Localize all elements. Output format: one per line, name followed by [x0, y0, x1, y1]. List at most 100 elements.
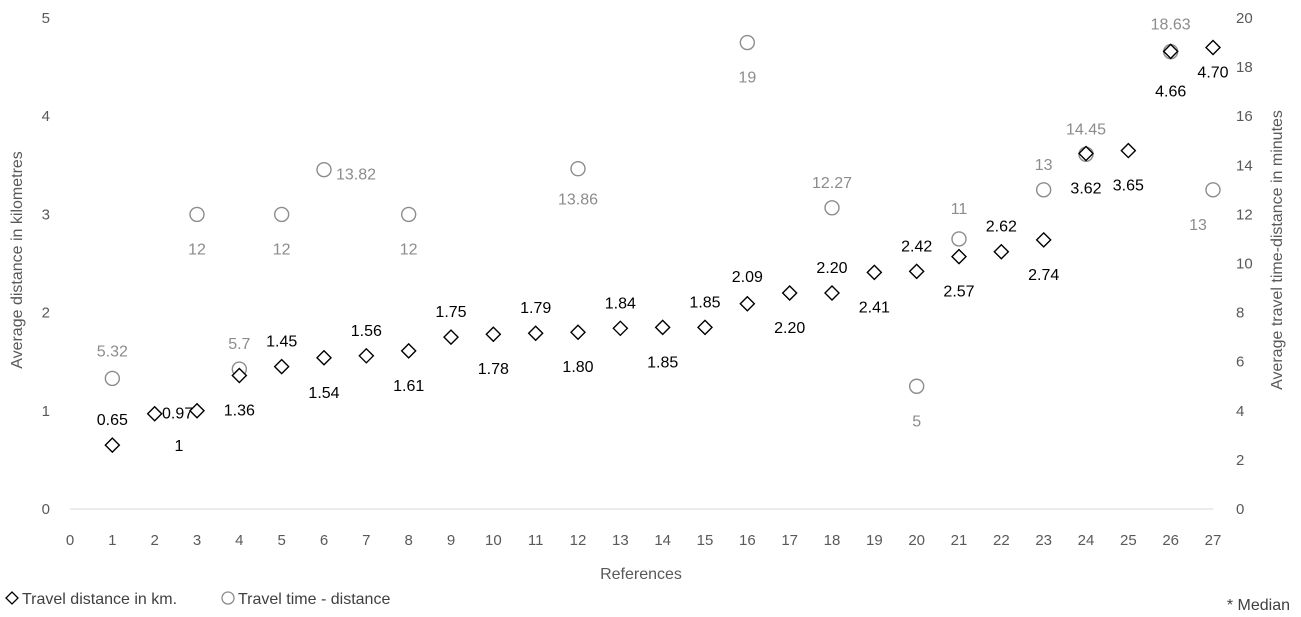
x-tick-label: 19 — [866, 532, 883, 549]
distance-point-marker — [993, 243, 1010, 260]
series-travel-distance: 0.65 0.97*11.361.451.541.561.611.751.781.… — [97, 39, 1229, 455]
series-travel-time: 5.32 12 5.7 12 13.82 12 13.86 19 12.27 5 11 13 14.45… — [97, 17, 1221, 430]
distance-point-marker — [951, 248, 967, 265]
x-tick-label: 26 — [1162, 532, 1179, 549]
time-data-label: 5.7 — [228, 336, 250, 353]
distance-data-label: 2.57 — [943, 284, 974, 301]
distance-point-marker — [527, 325, 544, 342]
x-tick-label: 12 — [570, 532, 587, 549]
x-tick-label: 5 — [277, 532, 285, 549]
time-data-label: 13.86 — [558, 192, 598, 209]
x-axis-title: References — [600, 566, 682, 583]
y-tick-label: 4 — [42, 108, 50, 125]
time-point-marker — [316, 162, 332, 178]
x-tick-label: 4 — [235, 532, 243, 549]
distance-point-marker — [1078, 145, 1094, 162]
x-tick-label: 21 — [951, 532, 968, 549]
distance-data-label: 2.20 — [816, 260, 847, 277]
y2-tick-label: 18 — [1236, 59, 1253, 76]
distance-point-marker — [1205, 39, 1221, 56]
y-tick-labels: 0 1 2 3 4 5 — [42, 10, 50, 518]
x-tick-label: 10 — [485, 532, 502, 549]
x-tick-label: 9 — [447, 532, 455, 549]
distance-point-marker — [358, 347, 375, 364]
y2-axis-title: Average travel time-distance in minutes — [1269, 110, 1286, 390]
legend-circle-marker — [221, 591, 235, 605]
x-tick-label: 8 — [404, 532, 412, 549]
y2-tick-label: 2 — [1236, 452, 1244, 469]
x-tick-label: 2 — [150, 532, 158, 549]
time-point-marker — [400, 206, 417, 223]
time-point-marker — [189, 206, 205, 223]
distance-data-label: 3.62 — [1070, 181, 1101, 198]
y-tick-label: 0 — [42, 501, 50, 518]
x-tick-label: 17 — [781, 532, 798, 549]
legend-label-time: Travel time - distance — [238, 591, 390, 608]
x-tick-label: 14 — [654, 532, 671, 549]
y2-tick-label: 4 — [1236, 403, 1244, 420]
distance-point-marker — [866, 264, 883, 281]
time-data-label: 13 — [1189, 217, 1207, 234]
time-data-label: 12.27 — [812, 175, 852, 192]
x-tick-label: 6 — [320, 532, 328, 549]
distance-point-marker — [146, 405, 163, 422]
distance-data-label: 1.61 — [393, 378, 424, 395]
distance-point-marker — [231, 367, 248, 384]
distance-data-label: 1.54 — [308, 385, 339, 402]
y-tick-label: 3 — [42, 206, 50, 223]
distance-point-marker — [781, 284, 798, 301]
y-tick-label: 2 — [42, 305, 50, 322]
distance-point-marker — [273, 358, 290, 375]
time-data-label: 12 — [273, 241, 291, 258]
y2-tick-labels: 0 2 4 6 8 10 12 14 16 18 20 — [1236, 10, 1253, 518]
distance-point-marker — [1162, 43, 1179, 60]
y2-tick-label: 8 — [1236, 305, 1244, 322]
distance-point-marker — [400, 342, 417, 359]
time-data-label: 13.82 — [336, 167, 376, 184]
time-point-marker — [824, 200, 840, 216]
time-data-label: 5 — [912, 413, 921, 430]
time-data-label: 18.63 — [1151, 17, 1191, 34]
distance-data-label: 1.36 — [224, 402, 255, 419]
legend: Travel distance in km. Travel time - dis… — [5, 591, 390, 608]
distance-point-marker — [697, 319, 713, 336]
x-tick-label: 23 — [1035, 532, 1052, 549]
y2-tick-label: 6 — [1236, 354, 1244, 371]
distance-data-label: 1.75 — [435, 304, 466, 321]
x-tick-label: 27 — [1205, 532, 1222, 549]
x-tick-label: 18 — [824, 532, 841, 549]
distance-data-label: 1.45 — [266, 334, 297, 351]
distance-point-marker — [443, 329, 459, 346]
time-data-label: 13 — [1035, 157, 1053, 174]
time-data-label: 14.45 — [1066, 121, 1106, 138]
time-data-label: 11 — [951, 201, 968, 218]
x-tick-label: 24 — [1078, 532, 1095, 549]
time-data-label: 12 — [400, 241, 418, 258]
distance-point-marker — [1035, 231, 1052, 248]
distance-data-label: 2.62 — [986, 219, 1017, 236]
time-point-marker — [273, 206, 290, 223]
time-point-marker — [1035, 182, 1052, 198]
distance-point-marker — [189, 402, 205, 419]
y-tick-label: 5 — [42, 10, 50, 27]
y2-tick-label: 0 — [1236, 501, 1244, 518]
time-point-marker — [1205, 182, 1221, 198]
distance-point-marker — [1120, 142, 1137, 159]
footnote-median: * Median — [1227, 597, 1290, 614]
distance-data-label: 4.70 — [1197, 64, 1228, 81]
distance-point-marker — [570, 324, 586, 341]
time-data-label: 12 — [188, 241, 206, 258]
distance-point-marker — [654, 319, 671, 336]
y2-tick-label: 12 — [1236, 206, 1253, 223]
distance-point-marker — [824, 284, 840, 301]
distance-data-label: 4.66 — [1155, 83, 1186, 100]
y-tick-label: 1 — [42, 403, 50, 420]
distance-data-label: 2.09 — [732, 269, 763, 286]
x-tick-label: 1 — [108, 532, 116, 549]
x-tick-label: 3 — [193, 532, 201, 549]
distance-data-label: 2.74 — [1028, 267, 1059, 284]
distance-data-label: 0.65 — [97, 412, 128, 429]
time-point-marker — [908, 378, 925, 394]
x-tick-labels: 0 1 2 3 4 5 6 7 8 9 10 11 12 13 14 15 16 17 18 19 20 21 22 23 24… — [66, 532, 1222, 549]
